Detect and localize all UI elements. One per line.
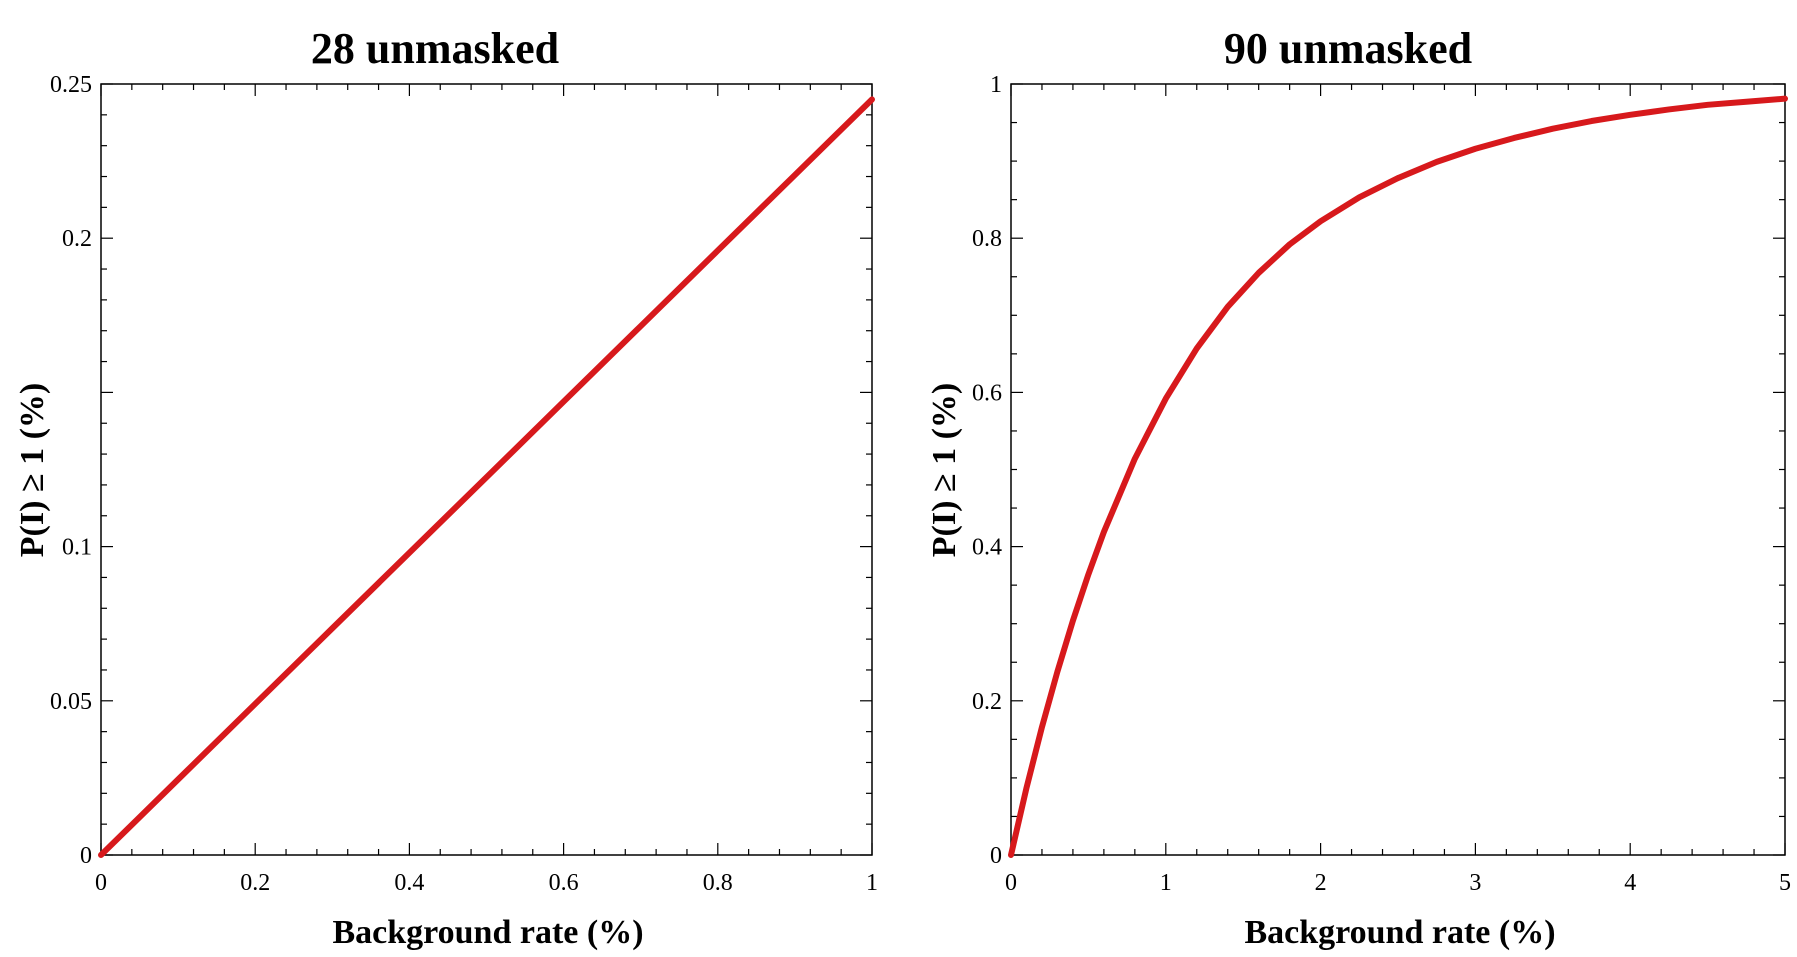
- y-tick-label-left: 0.25: [50, 72, 92, 98]
- x-axis-label-left: Background rate (%): [332, 914, 643, 951]
- y-tick-label-left: 0.2: [62, 226, 92, 252]
- x-tick-label-right: 1: [1160, 870, 1172, 896]
- y-tick-label-right: 0.8: [972, 226, 1002, 252]
- y-tick-label-right: 0.4: [972, 535, 1002, 561]
- x-tick-label-left: 0.2: [240, 870, 270, 896]
- x-tick-label-right: 3: [1469, 870, 1481, 896]
- x-tick-label-right: 4: [1624, 870, 1636, 896]
- x-tick-label-left: 1: [866, 870, 878, 896]
- x-tick-label-left: 0.4: [394, 870, 424, 896]
- y-tick-label-left: 0: [80, 843, 92, 869]
- y-tick-label-right: 0.6: [972, 380, 1002, 406]
- x-tick-label-right: 0: [1005, 870, 1017, 896]
- y-axis-label-right: P(I) ≥ 1 (%): [926, 383, 963, 557]
- y-axis-label-left: P(I) ≥ 1 (%): [14, 383, 51, 557]
- y-tick-label-right: 0.2: [972, 689, 1002, 715]
- series-line-right: [1008, 95, 1788, 858]
- chart-title-right: 90 unmasked: [1224, 24, 1472, 73]
- y-tick-label-right: 1: [990, 72, 1002, 98]
- x-tick-label-left: 0.8: [703, 870, 733, 896]
- y-tick-label-right: 0: [990, 843, 1002, 869]
- series-line-left: [98, 96, 875, 858]
- x-tick-label-left: 0.6: [549, 870, 579, 896]
- chart-panel-left: 28 unmasked Background rate (%) P(I) ≥ 1…: [14, 24, 878, 951]
- y-tick-label-left: 0.1: [62, 535, 92, 561]
- chart-title-left: 28 unmasked: [311, 24, 559, 73]
- chart-panel-right: 90 unmasked Background rate (%) P(I) ≥ 1…: [926, 24, 1791, 951]
- y-tick-label-left: 0.05: [50, 689, 92, 715]
- x-tick-label-right: 2: [1315, 870, 1327, 896]
- x-axis-label-right: Background rate (%): [1244, 914, 1555, 951]
- x-tick-label-right: 5: [1779, 870, 1791, 896]
- plot-frame-left: [100, 83, 873, 856]
- x-tick-label-left: 0: [95, 870, 107, 896]
